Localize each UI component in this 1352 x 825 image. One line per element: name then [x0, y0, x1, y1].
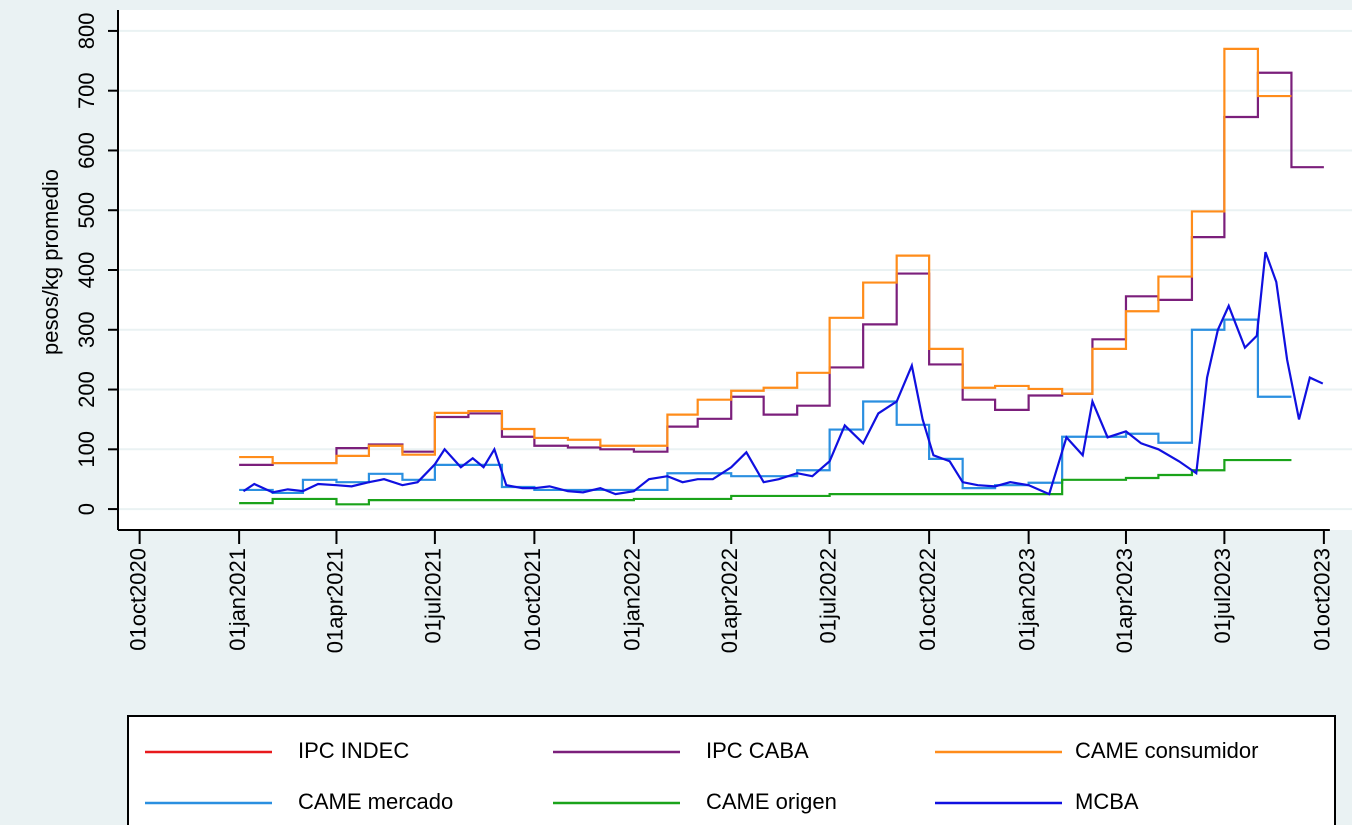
y-tick-label: 0 — [74, 503, 99, 515]
x-tick-label: 01jul2023 — [1210, 548, 1235, 643]
series-line — [239, 47, 1292, 465]
x-tick-label: 01oct2022 — [915, 548, 940, 651]
legend-label: MCBA — [1075, 789, 1139, 814]
x-tick-label: 01jul2021 — [421, 548, 446, 643]
x-tick-label: 01apr2021 — [322, 548, 347, 653]
y-tick-label: 100 — [74, 431, 99, 468]
y-tick-label: 800 — [74, 13, 99, 50]
x-tick-label: 01oct2020 — [125, 548, 150, 651]
x-tick-label: 01jan2023 — [1014, 548, 1039, 651]
y-tick-label: 500 — [74, 192, 99, 229]
series-line — [239, 458, 1292, 506]
legend-label: CAME consumidor — [1075, 738, 1258, 763]
y-tick-label: 300 — [74, 311, 99, 348]
x-tick-label: 01oct2021 — [520, 548, 545, 651]
x-tick-label: 01apr2023 — [1112, 548, 1137, 653]
series-line — [242, 251, 1324, 496]
x-tick-label: 01apr2022 — [717, 548, 742, 653]
x-tick-label: 01jul2022 — [815, 548, 840, 643]
legend-label: IPC CABA — [706, 738, 809, 763]
x-tick-label: 01jan2022 — [620, 548, 645, 651]
y-axis-label: pesos/kg promedio — [38, 169, 63, 355]
x-tick-label: 01oct2023 — [1310, 548, 1335, 651]
y-tick-label: 600 — [74, 132, 99, 169]
x-tick-label: 01jan2021 — [225, 548, 250, 651]
legend-label: CAME origen — [706, 789, 837, 814]
y-tick-label: 200 — [74, 371, 99, 408]
series-line — [239, 318, 1292, 495]
legend-label: IPC INDEC — [298, 738, 409, 763]
y-tick-label: 400 — [74, 252, 99, 289]
y-tick-label: 700 — [74, 72, 99, 109]
legend-label: CAME mercado — [298, 789, 453, 814]
legend-box — [127, 715, 1336, 825]
